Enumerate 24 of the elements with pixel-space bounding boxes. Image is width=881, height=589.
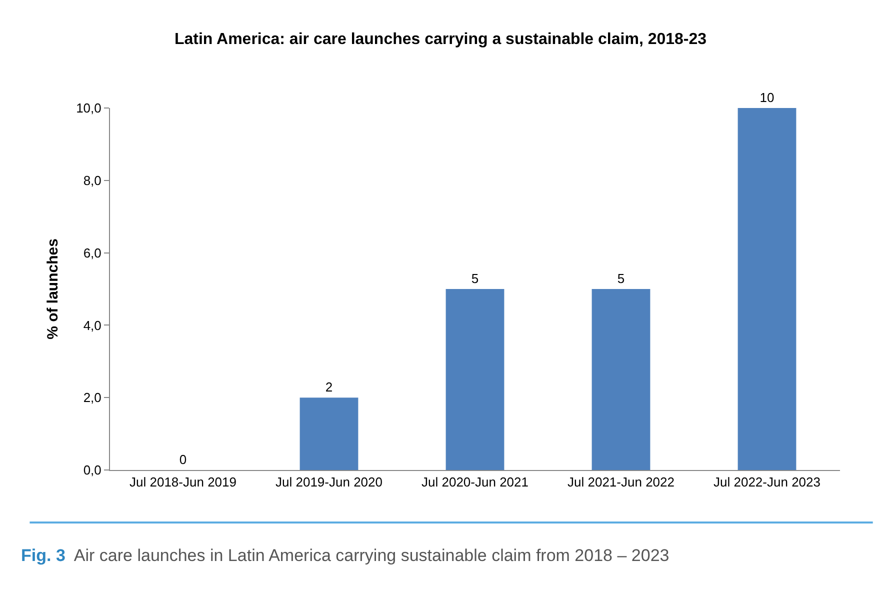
- bar: [300, 398, 358, 470]
- y-tick-label: 10,0: [76, 100, 102, 116]
- y-tick-label: 4,0: [83, 318, 102, 333]
- text: Air care launches in Latin America carrying sustainable claim from 2018 – 2023: [74, 546, 670, 565]
- chart-title: Latin America: air care launches carrying a sustainable claim, 2018-23: [174, 30, 707, 48]
- caption: Fig. 3: [21, 546, 66, 565]
- bar: [592, 289, 650, 470]
- bar: [738, 108, 796, 470]
- y-tick-label: 2,0: [83, 390, 102, 406]
- y-tick-label: 6,0: [83, 245, 102, 260]
- x-tick-label: Jul 2021-Jun 2022: [568, 474, 674, 490]
- x-tick-label: Jul 2018-Jun 2019: [130, 474, 236, 490]
- data-label: 5: [617, 271, 625, 286]
- y-axis-title: % of launches: [44, 238, 62, 340]
- data-label: 10: [760, 90, 774, 105]
- x-tick-label: Jul 2020-Jun 2021: [422, 474, 528, 490]
- x-tick-label: Jul 2022-Jun 2023: [714, 474, 820, 490]
- y-tick-label: 8,0: [83, 172, 102, 188]
- y-tick-label: 0,0: [83, 462, 102, 478]
- x-tick-label: Jul 2019-Jun 2020: [276, 474, 382, 490]
- bar: [446, 289, 504, 470]
- data-label: 0: [179, 452, 187, 467]
- data-label: 2: [325, 380, 333, 395]
- data-label: 5: [471, 271, 479, 286]
